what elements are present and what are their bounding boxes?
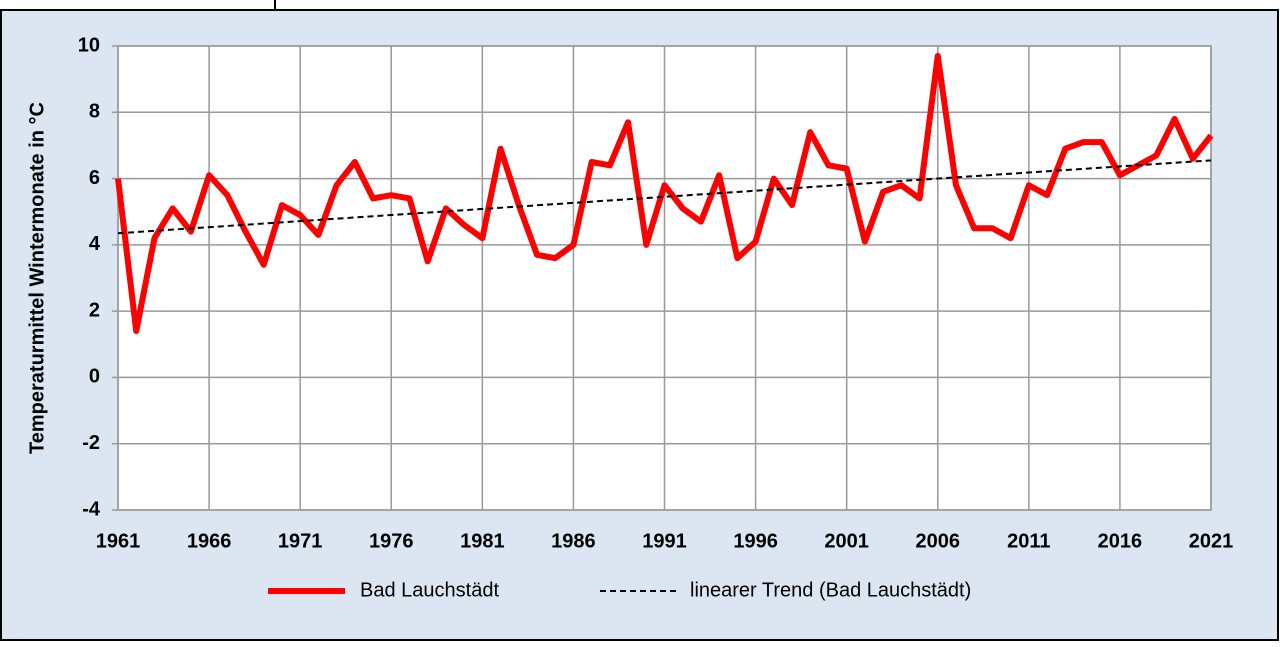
legend-label: linearer Trend (Bad Lauchstädt) — [690, 579, 971, 601]
trend-line — [117, 159, 1212, 235]
y-tick-label: 0 — [89, 366, 100, 388]
legend-label: Bad Lauchstädt — [360, 579, 499, 601]
y-tick-label: 2 — [89, 299, 100, 321]
plot-border — [117, 45, 1212, 511]
y-tick-label: 8 — [89, 101, 100, 123]
y-tick-label: -4 — [82, 498, 101, 520]
x-tick-label: 2016 — [1098, 530, 1143, 552]
y-tick-label: -2 — [82, 432, 100, 454]
x-tick-label: 1966 — [187, 530, 232, 552]
y-axis-label: Temperaturmittel Wintermonate in °C — [26, 102, 48, 454]
x-tick-label: 1991 — [642, 530, 687, 552]
y-tick-label: 4 — [89, 233, 101, 255]
x-tick-label: 1986 — [551, 530, 596, 552]
x-tick-label: 2021 — [1189, 530, 1234, 552]
data-line — [115, 52, 1214, 335]
x-tick-label: 1981 — [460, 530, 505, 552]
y-tick-label: 10 — [78, 34, 100, 56]
x-tick-label: 1996 — [733, 530, 778, 552]
x-tick-label: 2001 — [824, 530, 869, 552]
x-tick-label: 2006 — [916, 530, 961, 552]
x-tick-label: 1971 — [278, 530, 323, 552]
y-tick-label: 6 — [89, 167, 100, 189]
x-tick-label: 1961 — [96, 530, 141, 552]
x-tick-label: 2011 — [1007, 530, 1050, 552]
x-tick-label: 1976 — [369, 530, 414, 552]
